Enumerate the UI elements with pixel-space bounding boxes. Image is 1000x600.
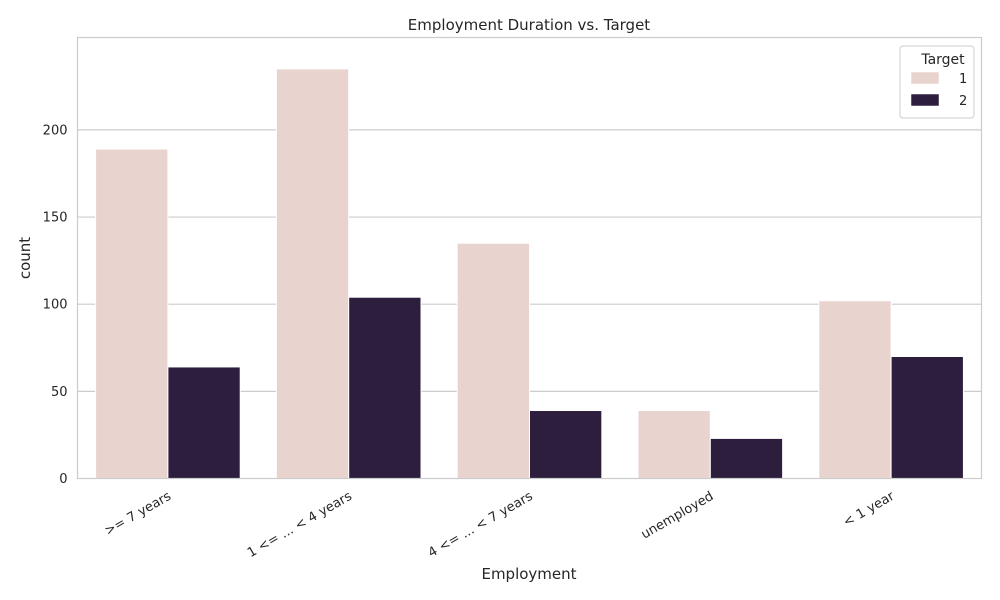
y-axis-label: count (16, 237, 34, 279)
bar-series-1 (95, 148, 169, 479)
bar-series-1 (637, 410, 711, 480)
y-tick-label: 200 (43, 123, 68, 138)
bar-series-2 (890, 355, 964, 479)
bar-series-1 (456, 242, 530, 479)
y-tick-label: 150 (43, 211, 68, 226)
y-tick-label: 50 (51, 385, 68, 400)
legend: Target 1 2 (899, 45, 975, 119)
x-tick-label: 4 <= ... < 7 years (426, 489, 536, 561)
bar-series-2 (348, 296, 422, 479)
x-tick-label: < 1 year (841, 489, 898, 531)
x-tick-labels: >= 7 years 1 <= ... < 4 years 4 <= ... < 7… (102, 489, 897, 561)
legend-swatch-1 (910, 71, 940, 85)
x-tick-label: >= 7 years (102, 489, 174, 539)
plot-frame (76, 36, 983, 480)
bar-series-1 (275, 68, 350, 480)
legend-swatch-2 (910, 93, 940, 107)
legend-label-1: 1 (959, 72, 967, 87)
bar-series-1 (818, 300, 892, 479)
y-tick-labels: 0 50 100 150 200 (43, 123, 68, 487)
bars (95, 68, 964, 480)
y-tick-label: 100 (43, 298, 68, 313)
bar-series-2 (529, 410, 603, 480)
y-tick-label: 0 (59, 472, 67, 487)
chart-title: Employment Duration vs. Target (408, 16, 650, 34)
bar-series-2 (709, 437, 784, 479)
x-axis-label: Employment (481, 565, 576, 583)
x-tick-label: unemployed (639, 489, 717, 542)
x-tick-label: 1 <= ... < 4 years (245, 489, 355, 561)
legend-title: Target (920, 52, 965, 68)
legend-label-2: 2 (959, 94, 967, 109)
bar-series-2 (167, 366, 241, 479)
